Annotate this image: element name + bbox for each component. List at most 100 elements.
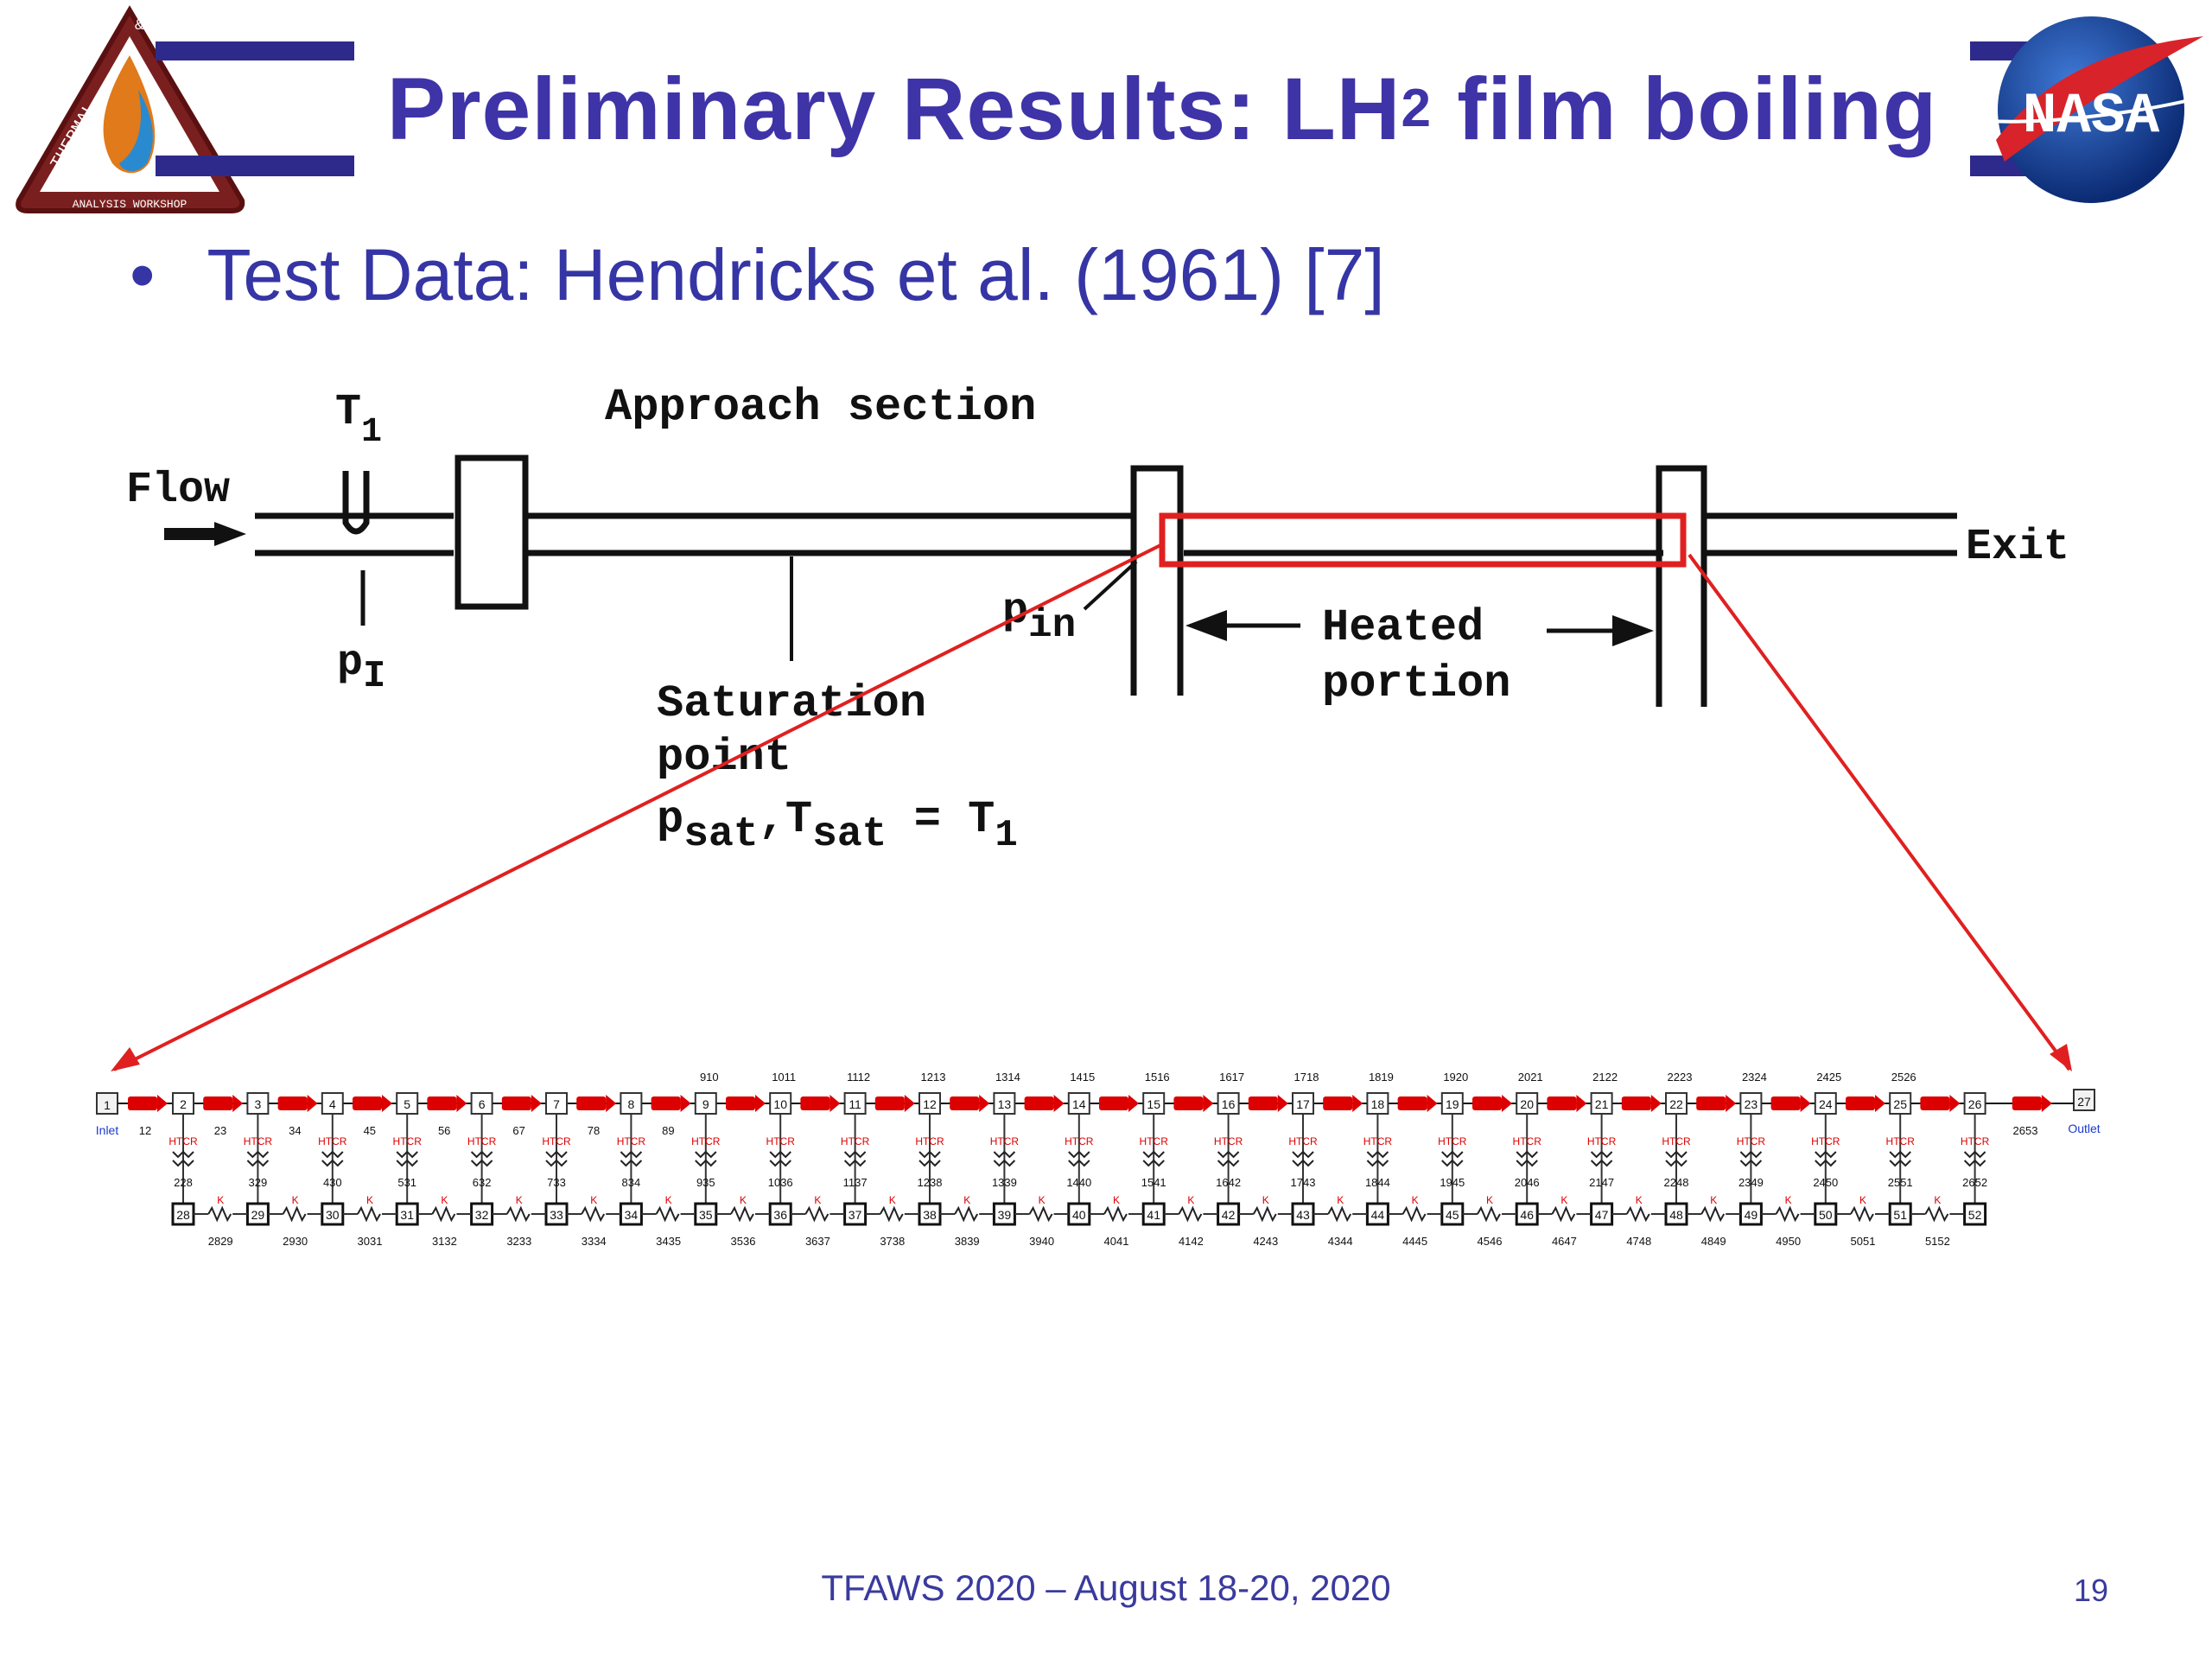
k-label: K — [1785, 1194, 1792, 1206]
conductor-label: 228 — [174, 1176, 193, 1189]
k-label: K — [1039, 1194, 1046, 1206]
htcr-label: HTCR — [318, 1135, 347, 1147]
resistor-icon — [172, 1150, 194, 1159]
resistor-icon — [769, 1159, 791, 1167]
wall-node-number: 50 — [1819, 1208, 1833, 1222]
wall-node — [1963, 1202, 1987, 1226]
htcr-label: HTCR — [841, 1135, 870, 1147]
conductor-label: 430 — [323, 1176, 342, 1189]
flow-path-icon — [950, 1096, 980, 1110]
outlet-node-number: 27 — [2077, 1095, 2091, 1109]
conductor-label: 1945 — [1440, 1176, 1465, 1189]
conductor-label: 2450 — [1813, 1176, 1838, 1189]
conductor-label: 632 — [473, 1176, 492, 1189]
fluid-node-number: 8 — [628, 1097, 635, 1111]
flow-path-arrowhead-icon — [755, 1095, 766, 1112]
logo-workshop-text: ANALYSIS WORKSHOP — [73, 198, 188, 211]
t1-label: T1 — [335, 388, 382, 452]
htcr-label: HTCR — [1961, 1135, 1990, 1147]
htcr-label: HTCR — [990, 1135, 1020, 1147]
resistor-icon — [1551, 1205, 1576, 1223]
path-label: 2122 — [1592, 1071, 1618, 1084]
fluid-node-number: 10 — [773, 1097, 787, 1111]
wall-node-number: 35 — [699, 1208, 713, 1222]
conductor-label: 4142 — [1179, 1235, 1204, 1248]
wall-node-number: 34 — [625, 1208, 639, 1222]
fluid-node-number: 12 — [923, 1097, 937, 1111]
conductor-label: 3536 — [731, 1235, 756, 1248]
flow-path-arrowhead-icon — [1800, 1095, 1811, 1112]
conductor-label: 3839 — [955, 1235, 980, 1248]
fluid-node-number: 18 — [1371, 1097, 1385, 1111]
flow-path-arrowhead-icon — [1128, 1095, 1139, 1112]
path-label: 1213 — [921, 1071, 946, 1084]
approach-section-label: Approach section — [605, 382, 1036, 433]
conductor-label: 1036 — [768, 1176, 793, 1189]
k-label: K — [1337, 1194, 1344, 1206]
htcr-label: HTCR — [617, 1135, 646, 1147]
conductor-label: 834 — [622, 1176, 641, 1189]
flow-path-icon — [576, 1096, 607, 1110]
heated-section-highlight — [1159, 512, 1687, 568]
conductor-label: 531 — [397, 1176, 416, 1189]
flow-path-arrowhead-icon — [1726, 1095, 1737, 1112]
path-label: 23 — [214, 1124, 226, 1137]
fluid-node — [1963, 1092, 1986, 1115]
heated-right-arrow-icon — [1612, 615, 1654, 646]
zoom-arrow-right-icon — [2050, 1044, 2072, 1071]
k-label: K — [814, 1194, 821, 1206]
fluid-node — [1665, 1092, 1688, 1115]
fluid-node — [1590, 1092, 1613, 1115]
fluid-node-number: 3 — [255, 1097, 262, 1111]
wall-node-number: 51 — [1893, 1208, 1907, 1222]
wall-node-number: 32 — [475, 1208, 489, 1222]
resistor-icon — [1441, 1150, 1464, 1159]
wall-node — [1141, 1202, 1166, 1226]
flow-path-icon — [1770, 1096, 1801, 1110]
resistor-icon — [1068, 1150, 1090, 1159]
resistor-icon — [321, 1150, 344, 1159]
wall-node-number: 36 — [773, 1208, 787, 1222]
wall-node-number: 31 — [400, 1208, 414, 1222]
conductor-label: 2652 — [1962, 1176, 1987, 1189]
k-label: K — [1560, 1194, 1567, 1206]
wall-node-number: 29 — [251, 1208, 265, 1222]
wall-node — [992, 1202, 1016, 1226]
conductor-label: 4748 — [1626, 1235, 1651, 1248]
flow-path-arrowhead-icon — [830, 1095, 841, 1112]
nasa-logo: NASA — [1986, 16, 2204, 203]
resistor-icon — [1516, 1150, 1538, 1159]
flow-path-arrowhead-icon — [1576, 1095, 1587, 1112]
k-label: K — [740, 1194, 747, 1206]
resistor-icon — [1963, 1159, 1986, 1167]
fluid-node-number: 23 — [1745, 1097, 1758, 1111]
resistor-icon — [993, 1159, 1016, 1167]
resistor-icon — [1217, 1159, 1240, 1167]
title-bar: Preliminary Results: LH 2 film boiling — [156, 41, 2056, 176]
flange-outlet — [1656, 465, 1707, 707]
path-label: 67 — [512, 1124, 524, 1137]
k-label: K — [441, 1194, 448, 1206]
fluid-node — [1440, 1092, 1464, 1115]
resistor-icon — [843, 1159, 867, 1167]
fluid-node-number: 21 — [1595, 1097, 1609, 1111]
resistor-icon — [769, 1150, 791, 1159]
conductor-label: 3738 — [880, 1235, 905, 1248]
fluid-node-number: 17 — [1296, 1097, 1310, 1111]
conductor-label: 1743 — [1291, 1176, 1316, 1189]
flow-path-icon — [1323, 1096, 1353, 1110]
resistor-icon — [1441, 1159, 1464, 1167]
resistor-icon — [1068, 1159, 1090, 1167]
conductor-label: 1642 — [1216, 1176, 1241, 1189]
path-label: 2653 — [2013, 1124, 2038, 1137]
k-label: K — [1113, 1194, 1120, 1206]
conductor-label: 4849 — [1701, 1235, 1726, 1248]
exit-label: Exit — [1966, 523, 2069, 572]
fluid-node-number: 5 — [404, 1097, 410, 1111]
bullet-text: Test Data: Hendricks et al. (1961) [7] — [207, 234, 1385, 315]
sat-equation: psat,Tsat = T1 — [657, 794, 1018, 858]
fluid-node-number: 25 — [1893, 1097, 1907, 1111]
heated-left-arrow-icon — [1185, 610, 1227, 641]
resistor-icon — [1775, 1205, 1800, 1223]
